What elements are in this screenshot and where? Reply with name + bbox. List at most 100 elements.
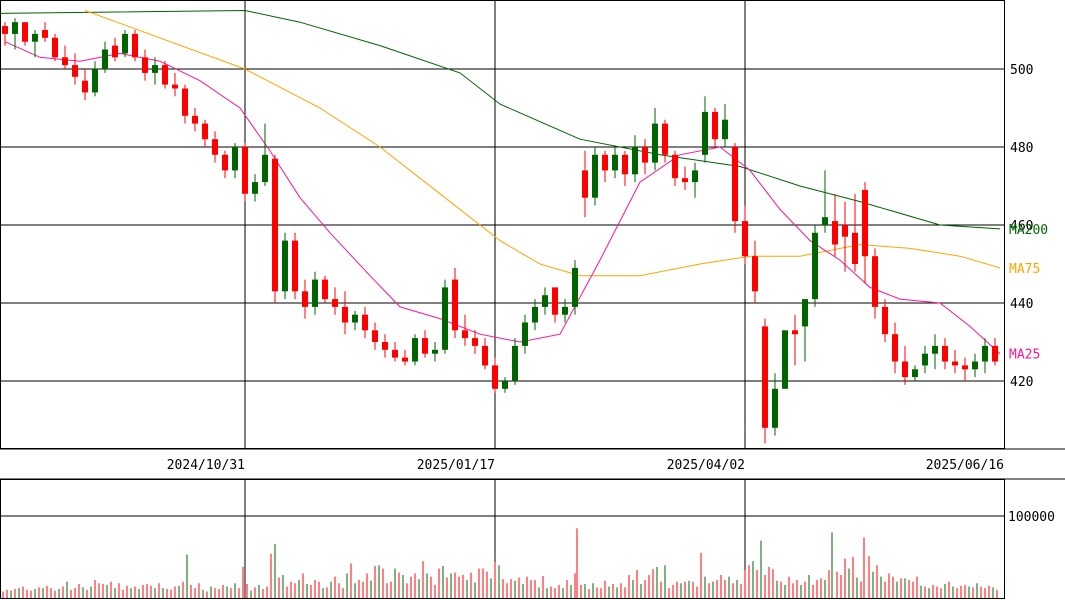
candle-body (632, 147, 638, 175)
candle-body (172, 84, 178, 89)
volume-bars (2, 528, 998, 598)
candle-body (852, 232, 858, 264)
candle-body (242, 147, 248, 194)
candle-body (532, 306, 538, 323)
candle-body (42, 30, 48, 38)
candle-body (332, 299, 338, 307)
candle-body (812, 232, 818, 300)
candle-body (462, 330, 468, 339)
candle-body (622, 154, 628, 175)
candle-body (772, 388, 778, 428)
date-label: 2024/10/31 (167, 458, 245, 473)
candle-body (212, 139, 218, 155)
moving-average-lines (0, 9, 1001, 355)
candle-body (362, 314, 368, 331)
candle-body (702, 111, 708, 155)
candle-body (842, 225, 848, 237)
price-tick-label: 500 (1010, 63, 1033, 78)
candle-body (582, 170, 588, 198)
candle-body (612, 154, 618, 171)
candle-body (92, 69, 98, 93)
candle-body (482, 345, 488, 366)
candle-body (122, 33, 128, 54)
candle-body (492, 365, 498, 389)
price-tick-label: 420 (1010, 375, 1033, 390)
candle-body (392, 349, 398, 358)
candle-body (502, 381, 508, 389)
candle-body (732, 147, 738, 222)
candle-body (522, 322, 528, 346)
candle-body (192, 115, 198, 124)
candle-body (652, 123, 658, 163)
candle-body (262, 154, 268, 183)
candle-body (782, 330, 788, 389)
candle-body (552, 287, 558, 315)
candle-body (282, 240, 288, 292)
candle-body (202, 123, 208, 140)
candle-body (142, 57, 148, 73)
candle-body (542, 295, 548, 307)
candle-body (822, 217, 828, 225)
date-label: 2025/06/16 (926, 458, 1004, 473)
candle-body (182, 88, 188, 116)
candle-body (412, 338, 418, 362)
candle-body (802, 299, 808, 327)
candle-body (982, 345, 988, 362)
candle-body (592, 154, 598, 198)
candle-body (572, 267, 578, 307)
ma-label-ma25: MA25 (1009, 348, 1040, 363)
candle-body (972, 361, 978, 370)
candle-body (742, 221, 748, 257)
candle-body (222, 154, 228, 171)
moving-average-labels: MA200 MA75 MA25 (1009, 223, 1048, 363)
candle-body (882, 306, 888, 335)
candle-body (932, 345, 938, 354)
candle-body (912, 369, 918, 378)
candle-body (62, 57, 68, 66)
candle-body (382, 342, 388, 350)
candle-body (342, 306, 348, 323)
candle-body (32, 33, 38, 42)
candle-body (82, 80, 88, 93)
volume-panel-frame (0, 479, 1005, 599)
candle-body (272, 158, 278, 292)
candle-body (472, 338, 478, 346)
candle-body (832, 221, 838, 245)
candle-body (112, 45, 118, 58)
candle-body (132, 33, 138, 58)
price-tick-label: 460 (1010, 219, 1033, 234)
candle-body (442, 287, 448, 350)
candle-body (872, 256, 878, 307)
date-axis-labels: 2024/10/31 2025/01/17 2025/04/02 2025/06/16 (167, 458, 1004, 473)
candle-body (792, 330, 798, 335)
candle-body (372, 330, 378, 342)
candle-body (952, 361, 958, 366)
candle-body (232, 147, 238, 171)
candle-body (942, 345, 948, 362)
candle-body (712, 111, 718, 140)
candle-body (692, 170, 698, 183)
candle-body (902, 361, 908, 378)
price-tick-label: 440 (1010, 297, 1033, 312)
candle-body (642, 147, 648, 163)
candle-body (992, 345, 998, 362)
ma-line-ma25 (4, 41, 1001, 355)
date-label: 2025/04/02 (667, 458, 745, 473)
candle-body (922, 353, 928, 366)
candle-body (662, 123, 668, 155)
candle-body (52, 37, 58, 58)
candle-body (962, 365, 968, 370)
candle-body (352, 314, 358, 323)
candle-body (162, 65, 168, 85)
candle-body (322, 279, 328, 300)
candle-body (722, 119, 728, 140)
candle-body (432, 349, 438, 354)
candle-body (72, 65, 78, 77)
ma-label-ma200: MA200 (1009, 223, 1048, 238)
candle-body (302, 291, 308, 307)
price-tick-label: 480 (1010, 141, 1033, 156)
date-label: 2025/01/17 (417, 458, 495, 473)
candle-body (292, 240, 298, 292)
candle-body (102, 49, 108, 69)
